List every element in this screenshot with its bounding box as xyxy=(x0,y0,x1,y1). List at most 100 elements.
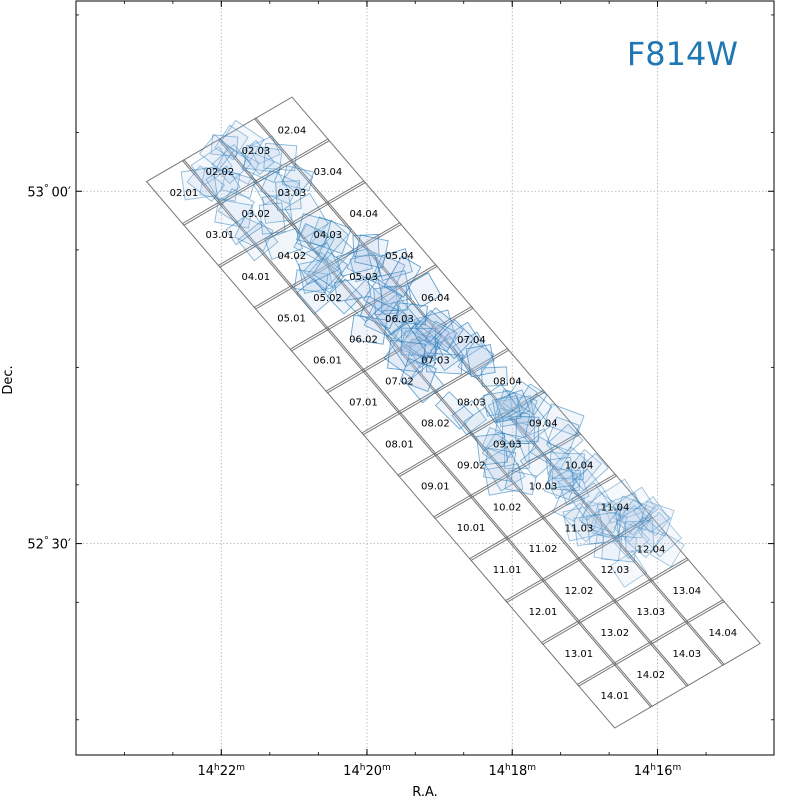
tile-label: 02.02 xyxy=(206,167,235,178)
tile-label: 10.04 xyxy=(565,461,594,472)
exposure-footprint xyxy=(396,302,428,326)
exposure-footprint xyxy=(562,503,605,542)
exposure-footprint xyxy=(502,379,538,417)
tile-label: 13.02 xyxy=(600,628,629,639)
exposure-footprint xyxy=(519,445,553,479)
x-tick-label-part: h xyxy=(360,763,366,773)
exposure-footprint xyxy=(604,478,642,519)
tile-label: 10.01 xyxy=(457,523,486,534)
tile-label: 08.04 xyxy=(493,377,522,388)
exposure-footprint xyxy=(589,502,626,538)
y-tick-label-part: 53 xyxy=(27,185,44,200)
exposure-footprint xyxy=(391,317,431,357)
tile-label: 13.01 xyxy=(564,649,593,660)
exposure-footprint xyxy=(603,492,643,524)
x-tick-label-part: 20 xyxy=(365,764,382,779)
tile-label: 07.04 xyxy=(457,335,486,346)
tile-label: 03.03 xyxy=(278,188,307,199)
exposure-footprint xyxy=(243,144,283,174)
x-tick-label: 14h20m xyxy=(343,763,391,779)
tile-label: 04.04 xyxy=(349,209,378,220)
x-tick-label-part: m xyxy=(382,763,391,773)
exposure-footprints xyxy=(180,119,685,588)
x-tick-label: 14h18m xyxy=(488,763,536,779)
tile-label: 04.02 xyxy=(277,251,306,262)
exposure-footprint xyxy=(198,134,235,170)
tile-label: 08.03 xyxy=(457,398,486,409)
exposure-footprint xyxy=(383,255,422,299)
exposure-footprint xyxy=(601,534,637,563)
exposure-footprint xyxy=(546,416,580,452)
tile-label: 05.02 xyxy=(313,293,342,304)
exposure-footprint xyxy=(463,406,506,452)
y-tick-label-part: 52 xyxy=(27,538,44,553)
exposure-footprint xyxy=(220,170,256,199)
tile-label: 12.04 xyxy=(637,544,666,555)
exposure-footprint xyxy=(263,142,298,172)
exposure-footprint xyxy=(640,504,672,537)
x-tick-label-part: 14 xyxy=(488,764,505,779)
x-tick-label-part: 22 xyxy=(220,764,237,779)
grid-lines xyxy=(76,1,774,755)
exposure-footprint xyxy=(637,511,683,558)
tile-label: 14.04 xyxy=(708,628,737,639)
tile-label: 04.03 xyxy=(313,230,342,241)
exposure-footprint xyxy=(294,242,341,285)
y-tick-label: 53° 00′ xyxy=(27,183,71,201)
exposure-footprint xyxy=(406,272,442,308)
tile-label: 12.01 xyxy=(529,607,558,618)
tile-label: 02.01 xyxy=(170,188,199,199)
x-tick-label-part: 16 xyxy=(656,764,673,779)
exposure-footprint xyxy=(190,146,233,186)
exposure-footprint xyxy=(465,343,496,378)
exposure-footprint xyxy=(296,213,332,248)
tile-label: 09.03 xyxy=(493,440,522,451)
exposure-footprint xyxy=(370,254,406,292)
x-axis-label: R.A. xyxy=(412,785,438,800)
tile-label: 14.02 xyxy=(636,670,665,681)
exposure-footprint xyxy=(567,448,603,484)
exposure-footprint xyxy=(547,446,592,492)
exposure-footprint xyxy=(568,468,606,506)
tile-label: 06.04 xyxy=(421,293,450,304)
exposure-footprint xyxy=(387,339,426,373)
exposure-footprint xyxy=(434,391,474,430)
exposure-footprint xyxy=(237,220,279,262)
x-tick-label-part: m xyxy=(673,763,682,773)
tile-label: 03.04 xyxy=(314,167,343,178)
exposure-footprint xyxy=(478,383,519,424)
x-tick-label-part: h xyxy=(650,763,656,773)
exposure-footprint xyxy=(624,520,655,552)
exposure-footprint xyxy=(260,169,300,205)
exposure-footprint xyxy=(613,504,651,543)
exposure-footprint xyxy=(611,486,658,530)
tile-label: 03.02 xyxy=(241,209,270,220)
exposure-footprint xyxy=(545,456,575,489)
exposure-footprint xyxy=(383,338,426,379)
y-axis-label: Dec. xyxy=(1,365,16,394)
x-tick-label-part: h xyxy=(505,763,511,773)
exposure-footprint xyxy=(563,502,603,543)
x-tick-label-part: 14 xyxy=(343,764,360,779)
exposure-footprint xyxy=(476,432,509,466)
tile-label: 05.04 xyxy=(385,251,414,262)
tile-label: 06.01 xyxy=(313,356,342,367)
tile-label: 10.02 xyxy=(493,502,522,513)
exposure-footprint xyxy=(546,468,580,500)
x-tick-label-part: 14 xyxy=(634,764,651,779)
exposure-footprint xyxy=(216,145,260,185)
exposure-footprint xyxy=(214,124,249,161)
exposure-footprint xyxy=(391,302,428,339)
tile-label: 11.01 xyxy=(493,565,522,576)
x-tick-label-part: 14 xyxy=(197,764,214,779)
tile-label: 14.01 xyxy=(600,691,629,702)
exposure-footprint xyxy=(580,500,622,534)
tile-label: 10.03 xyxy=(529,481,558,492)
exposure-footprint xyxy=(205,165,241,201)
exposure-footprint xyxy=(618,507,644,539)
exposure-footprint xyxy=(312,250,349,288)
x-tick-label-part: 18 xyxy=(511,764,528,779)
tile-label: 07.03 xyxy=(421,356,450,367)
tile-label: 08.02 xyxy=(421,419,450,430)
